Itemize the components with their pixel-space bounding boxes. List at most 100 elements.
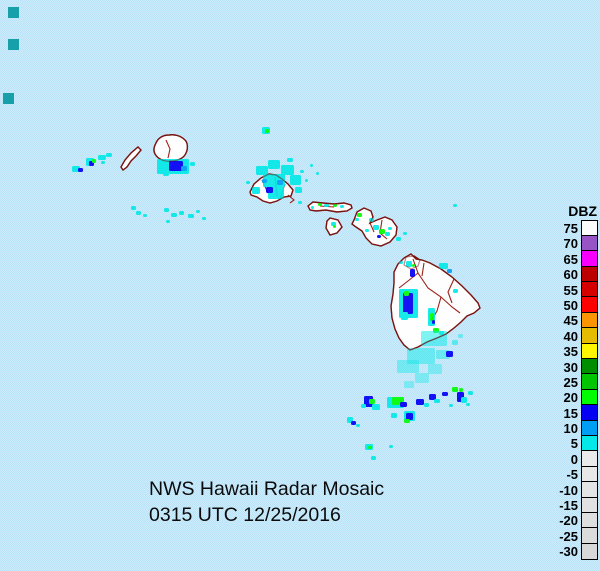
radar-echo bbox=[406, 261, 412, 267]
radar-echo bbox=[369, 399, 375, 404]
legend-entry-label: -25 bbox=[559, 528, 578, 544]
radar-echo bbox=[298, 201, 302, 204]
legend-entry-label: 75 bbox=[563, 221, 578, 236]
radar-echo bbox=[396, 237, 401, 241]
island-lanai-outline bbox=[325, 217, 343, 236]
radar-echo bbox=[458, 334, 463, 338]
radar-echo bbox=[202, 217, 206, 220]
radar-echo bbox=[416, 399, 424, 405]
radar-echo bbox=[190, 162, 195, 166]
radar-echo bbox=[407, 348, 435, 364]
radar-echo bbox=[324, 204, 329, 207]
legend-entry-label: 70 bbox=[563, 236, 578, 252]
radar-echo bbox=[246, 181, 250, 184]
radar-echo bbox=[295, 187, 302, 193]
radar-echo bbox=[403, 293, 413, 314]
radar-echo bbox=[453, 289, 458, 293]
legend-entry: 60 bbox=[551, 265, 598, 284]
dbz-legend-title: DBZ bbox=[568, 203, 597, 219]
radar-echo bbox=[466, 403, 470, 406]
radar-echo bbox=[333, 204, 337, 207]
corner-color-mark bbox=[3, 93, 14, 104]
radar-echo bbox=[388, 227, 392, 230]
radar-echo bbox=[78, 168, 83, 172]
radar-echo bbox=[364, 396, 373, 407]
radar-echo bbox=[266, 187, 273, 193]
radar-echo bbox=[424, 403, 429, 407]
radar-echo bbox=[446, 351, 453, 357]
radar-echo bbox=[92, 159, 96, 163]
island-maui-outline bbox=[351, 207, 398, 247]
legend-entry-label: 0 bbox=[570, 451, 578, 467]
radar-echo bbox=[300, 170, 304, 173]
radar-echo bbox=[391, 413, 397, 418]
legend-entry: 55 bbox=[551, 281, 598, 299]
island-kahoolawe-outline bbox=[403, 255, 421, 270]
legend-entry: 20 bbox=[551, 388, 598, 407]
legend-entry: 70 bbox=[551, 234, 598, 253]
radar-echo bbox=[439, 263, 448, 269]
radar-echo bbox=[265, 129, 269, 133]
corner-color-mark bbox=[8, 7, 19, 18]
radar-echo bbox=[397, 360, 419, 373]
legend-entry-label: 50 bbox=[563, 297, 578, 313]
dbz-legend-entries: 75 70 65 60 55 50 45 40 35 30 25 20 15 10 5 0 -5 -10 -15 -2… bbox=[551, 220, 598, 561]
legend-entry-label: -10 bbox=[559, 482, 578, 498]
radar-echo bbox=[181, 166, 187, 171]
radar-echo bbox=[377, 235, 381, 238]
radar-echo bbox=[447, 269, 452, 273]
radar-echo bbox=[379, 229, 385, 234]
radar-echo bbox=[318, 203, 322, 206]
radar-echo bbox=[131, 206, 136, 210]
island-niihau bbox=[120, 146, 142, 172]
radar-echo bbox=[406, 413, 413, 420]
radar-echo bbox=[452, 387, 458, 392]
radar-echo bbox=[452, 340, 458, 345]
legend-entry-label: -15 bbox=[559, 498, 578, 514]
radar-echo bbox=[459, 388, 463, 392]
dbz-legend: DBZ 75 70 65 60 55 50 45 40 35 30 25 20 15 10 5 0 -5 -10-… bbox=[551, 203, 598, 561]
legend-entry: 40 bbox=[551, 327, 598, 345]
radar-echo bbox=[453, 204, 457, 207]
radar-echo bbox=[106, 153, 112, 157]
radar-echo bbox=[468, 391, 473, 395]
legend-entry-label: -20 bbox=[559, 513, 578, 529]
radar-echo bbox=[188, 214, 194, 218]
radar-echo bbox=[331, 222, 336, 226]
radar-echo bbox=[333, 225, 336, 228]
radar-echo bbox=[415, 373, 429, 383]
inland-boundary-line bbox=[447, 278, 455, 304]
legend-entry-label: -30 bbox=[559, 544, 578, 560]
radar-echo bbox=[403, 232, 407, 235]
product-title: NWS Hawaii Radar Mosaic bbox=[149, 478, 385, 500]
island-oahu-outline bbox=[249, 173, 294, 204]
product-timestamp: 0315 UTC 12/25/2016 bbox=[149, 504, 341, 526]
island-hawaii-outline bbox=[390, 253, 481, 351]
radar-echo bbox=[311, 206, 314, 209]
radar-echo bbox=[143, 214, 147, 217]
legend-entry-label: 45 bbox=[563, 313, 578, 329]
inland-boundary-line bbox=[369, 222, 375, 233]
legend-entry-label: 15 bbox=[563, 405, 578, 421]
legend-entry-label: 60 bbox=[563, 267, 578, 283]
radar-echo bbox=[98, 155, 106, 160]
radar-echo bbox=[429, 394, 436, 400]
radar-echo bbox=[385, 232, 390, 236]
radar-echo bbox=[356, 424, 360, 427]
legend-entry: 65 bbox=[551, 250, 598, 268]
radar-echo bbox=[400, 402, 407, 407]
legend-entry: 45 bbox=[551, 311, 598, 330]
radar-echo bbox=[196, 210, 200, 213]
island-niihau-outline bbox=[120, 146, 142, 171]
radar-echo bbox=[404, 381, 414, 388]
radar-echo bbox=[351, 421, 356, 425]
radar-echo bbox=[163, 172, 169, 176]
radar-echo bbox=[371, 456, 376, 460]
legend-entry-label: -5 bbox=[566, 467, 578, 483]
legend-entry: 75 bbox=[551, 220, 598, 238]
radar-echo bbox=[442, 392, 448, 396]
radar-echo bbox=[340, 205, 344, 208]
radar-echo bbox=[361, 404, 366, 408]
